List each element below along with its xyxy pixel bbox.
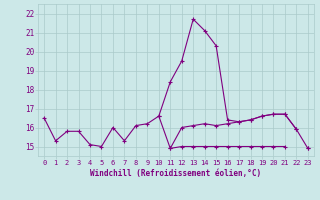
X-axis label: Windchill (Refroidissement éolien,°C): Windchill (Refroidissement éolien,°C) bbox=[91, 169, 261, 178]
